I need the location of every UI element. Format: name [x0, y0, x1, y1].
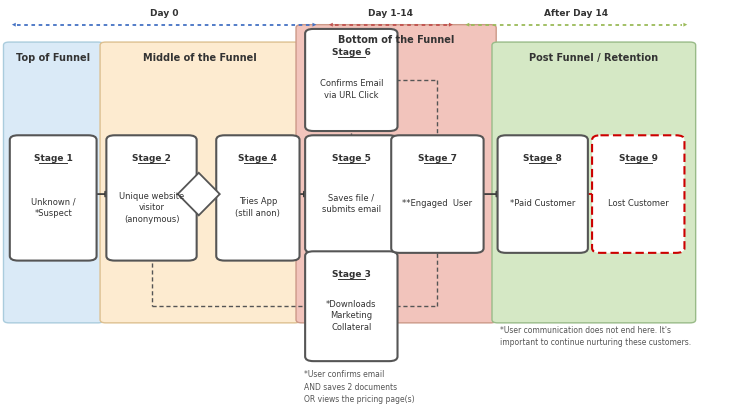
FancyBboxPatch shape: [305, 135, 398, 253]
FancyBboxPatch shape: [107, 135, 196, 261]
Text: Top of Funnel: Top of Funnel: [17, 53, 91, 62]
Text: Middle of the Funnel: Middle of the Funnel: [143, 53, 257, 62]
FancyBboxPatch shape: [492, 42, 696, 323]
Text: Tries App
(still anon): Tries App (still anon): [236, 197, 280, 218]
Text: Confirms Email
via URL Click: Confirms Email via URL Click: [320, 80, 383, 100]
Text: After Day 14: After Day 14: [545, 9, 608, 18]
Text: *User confirms email
AND saves 2 documents
OR views the pricing page(s): *User confirms email AND saves 2 documen…: [304, 370, 415, 404]
FancyBboxPatch shape: [305, 29, 398, 131]
Text: Lost Customer: Lost Customer: [608, 199, 669, 208]
Text: Stage 8: Stage 8: [523, 154, 562, 163]
Text: Unknown /
*Suspect: Unknown / *Suspect: [31, 197, 75, 218]
Text: *Paid Customer: *Paid Customer: [510, 199, 575, 208]
Text: Day 1-14: Day 1-14: [369, 9, 413, 18]
Text: Stage 3: Stage 3: [332, 270, 371, 279]
Text: Stage 5: Stage 5: [332, 154, 371, 163]
FancyBboxPatch shape: [9, 135, 96, 261]
FancyBboxPatch shape: [4, 42, 104, 323]
FancyBboxPatch shape: [592, 135, 685, 253]
Text: Saves file /
submits email: Saves file / submits email: [322, 193, 381, 214]
Text: Stage 6: Stage 6: [332, 48, 371, 57]
Text: *User communication does not end here. It's
important to continue nurturing thes: *User communication does not end here. I…: [500, 326, 691, 347]
Text: **Engaged  User: **Engaged User: [402, 199, 472, 208]
FancyBboxPatch shape: [498, 135, 588, 253]
Text: Day 0: Day 0: [150, 9, 178, 18]
FancyBboxPatch shape: [296, 24, 496, 323]
Text: *Downloads
Marketing
Collateral: *Downloads Marketing Collateral: [326, 300, 377, 332]
Text: Bottom of the Funnel: Bottom of the Funnel: [338, 35, 454, 45]
Polygon shape: [178, 173, 220, 215]
FancyBboxPatch shape: [216, 135, 299, 261]
FancyBboxPatch shape: [391, 135, 483, 253]
Text: Stage 9: Stage 9: [619, 154, 658, 163]
FancyBboxPatch shape: [100, 42, 300, 323]
Text: Stage 2: Stage 2: [132, 154, 171, 163]
Text: Stage 7: Stage 7: [418, 154, 457, 163]
Text: Unique website
visitor
(anonymous): Unique website visitor (anonymous): [119, 192, 184, 224]
FancyBboxPatch shape: [305, 251, 398, 361]
Text: Post Funnel / Retention: Post Funnel / Retention: [529, 53, 658, 62]
Text: Stage 1: Stage 1: [34, 154, 72, 163]
Text: Stage 4: Stage 4: [239, 154, 277, 163]
